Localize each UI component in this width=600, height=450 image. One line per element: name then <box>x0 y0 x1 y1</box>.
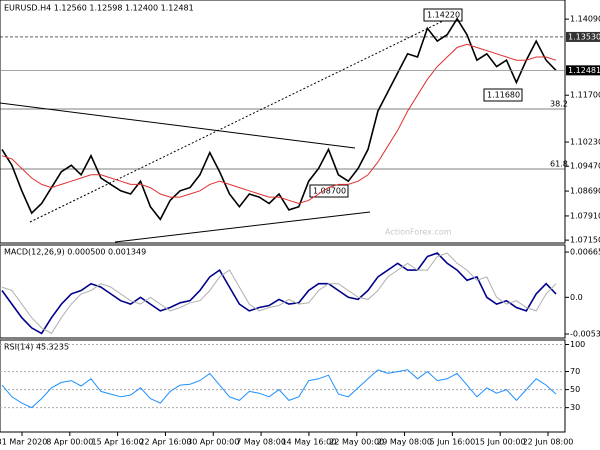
main-panel <box>0 0 566 244</box>
x-tick-label: 7 May 08:00 <box>236 438 286 447</box>
y-tick-label: 50 <box>570 385 580 394</box>
y-tick-label: 0.006655 <box>570 248 600 257</box>
x-tick-label: 14 May 16:00 <box>281 438 336 447</box>
watermark: ActionForex.com <box>385 228 452 237</box>
x-tick-label: 29 May 08:00 <box>377 438 432 447</box>
series-line <box>1 252 557 335</box>
x-tick-label: 15 Jun 00:00 <box>475 438 526 447</box>
y-tick-label: 1.14090 <box>570 15 600 24</box>
trend-line <box>0 102 356 149</box>
price-box <box>566 65 600 76</box>
y-tick-label: 70 <box>570 367 580 376</box>
annotation: 1.11680 <box>487 91 520 100</box>
y-tick-label: 30 <box>570 403 580 412</box>
rsi-title: RSI(14) 45.3235 <box>4 343 69 352</box>
price-label: 1.12481 <box>568 66 600 75</box>
x-tick-label: 8 Apr 00:00 <box>46 438 93 447</box>
annotation-box <box>483 88 523 102</box>
annotation: 1.08700 <box>313 187 346 196</box>
macd-panel <box>0 244 566 339</box>
rsi-panel <box>0 339 566 433</box>
trend-line <box>114 211 371 243</box>
x-tick-label: 22 Apr 16:00 <box>139 438 191 447</box>
y-tick-label: 1.09470 <box>570 162 600 171</box>
y-tick-label: 1.11700 <box>570 91 600 100</box>
series-line <box>1 43 557 205</box>
annotation: 1.14220 <box>427 11 460 20</box>
y-tick-label: -0.005391 <box>570 329 600 338</box>
fib-label: 61.8 <box>550 160 568 169</box>
x-tick-label: 22 May 00:00 <box>329 438 384 447</box>
y-tick-label: 1.08690 <box>570 187 600 196</box>
macd-title: MACD(12,26,9) 0.000500 0.001349 <box>4 248 146 257</box>
y-tick-label: 100 <box>570 340 585 349</box>
price-box <box>566 31 600 42</box>
x-tick-label: 30 Apr 00:00 <box>187 438 239 447</box>
x-tick-label: 31 Mar 2020 <box>0 438 47 447</box>
y-tick-label: 1.10230 <box>570 138 600 147</box>
series-line <box>1 17 557 221</box>
y-tick-label: 0.0 <box>570 293 583 302</box>
x-tick-label: 5 Jun 16:00 <box>429 438 475 447</box>
annotation-box <box>423 8 463 22</box>
y-tick-label: 1.07150 <box>570 236 600 245</box>
chart-title: EURUSD.H4 1.12560 1.12598 1.12400 1.1248… <box>4 4 194 13</box>
series-line <box>1 252 557 335</box>
trend-line <box>29 19 446 223</box>
y-tick-label: 1.07910 <box>570 211 600 220</box>
x-tick-label: 15 Apr 16:00 <box>92 438 144 447</box>
series-line <box>1 369 557 409</box>
fib-label: 38.2 <box>550 100 568 109</box>
price-label: 1.13530 <box>568 32 600 41</box>
x-tick-label: 22 Jun 08:00 <box>523 438 574 447</box>
